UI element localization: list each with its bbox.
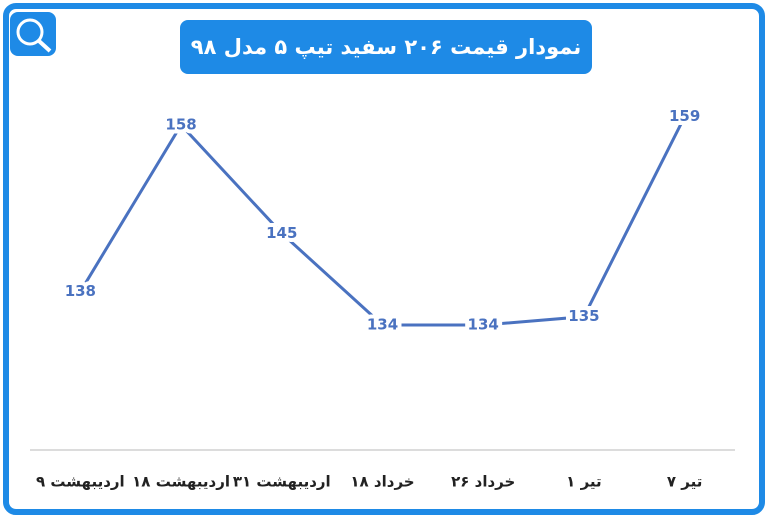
data-label: 159 [669, 107, 700, 125]
logo [10, 12, 56, 56]
data-label: 158 [165, 116, 196, 134]
frame [3, 3, 765, 515]
x-tick-label: ۹ اردیبهشت [36, 473, 125, 491]
x-tick-label: ۱ تیر [566, 473, 601, 491]
chart-title: نمودار قیمت ۲۰۶ سفید تیپ ۵ مدل ۹۸ [191, 35, 581, 59]
x-tick-label: ۱۸ خرداد [350, 473, 414, 491]
data-label: 138 [65, 282, 96, 300]
x-tick-label: ۳۱ اردیبهشت [233, 473, 331, 491]
data-label: 134 [468, 316, 499, 334]
data-label: 145 [266, 224, 297, 242]
data-label: 134 [367, 316, 398, 334]
x-tick-label: ۷ تیر [667, 473, 702, 491]
x-tick-label: ۲۶ خرداد [451, 473, 515, 491]
line [79, 115, 686, 327]
title-box [180, 20, 592, 74]
x-tick-label: ۱۸ اردیبهشت [132, 473, 230, 491]
data-label: 135 [568, 307, 599, 325]
